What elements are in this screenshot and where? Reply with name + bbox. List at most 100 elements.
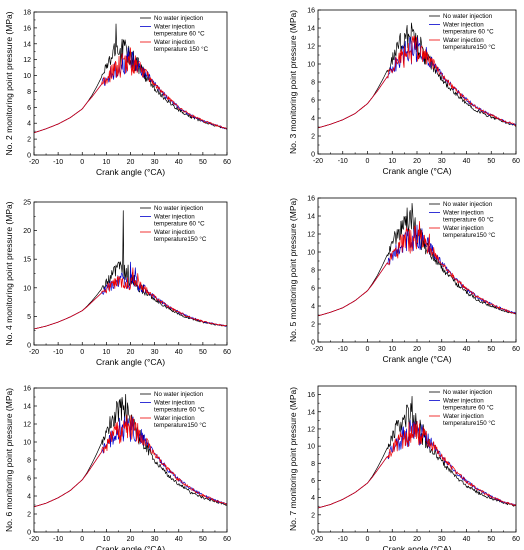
y-tick-label: 10 <box>307 444 315 451</box>
x-tick-label: 50 <box>199 159 207 166</box>
x-tick-label: -20 <box>313 346 323 353</box>
y-tick-label: 10 <box>23 440 31 447</box>
y-tick-label: 6 <box>27 105 31 112</box>
x-axis-title: Crank angle (°CA) <box>382 166 451 176</box>
y-tick-label: 2 <box>311 134 315 141</box>
y-tick-label: 4 <box>311 116 315 123</box>
y-tick-label: 4 <box>27 121 31 128</box>
legend-entry-2: Water injection <box>154 399 195 406</box>
y-tick-label: 4 <box>311 304 315 311</box>
legend-entry-3: temperature 150 °C <box>154 46 209 53</box>
panel-2: -20 -10 0 10 20 30 40 50 60 0 2 4 6 8 10 12 14 16 Crank an… <box>288 8 520 177</box>
x-tick-label: 60 <box>223 159 231 166</box>
x-tick-label: 50 <box>199 349 207 356</box>
y-tick-label: 10 <box>23 285 31 292</box>
x-tick-label: 20 <box>413 536 421 543</box>
y-tick-label: 12 <box>23 422 31 429</box>
y-tick-label: 16 <box>307 196 315 203</box>
x-tick-label: -20 <box>313 536 323 543</box>
y-tick-label: 8 <box>27 458 31 465</box>
x-tick-label: 40 <box>175 536 183 543</box>
x-tick-label: 50 <box>199 536 207 543</box>
series-line-1 <box>318 395 516 509</box>
legend-entry-3: Water injection <box>443 37 484 44</box>
x-tick-label: 0 <box>366 536 370 543</box>
y-tick-label: 16 <box>307 8 315 15</box>
series-line-3 <box>34 414 227 508</box>
panel-3: -20 -10 0 10 20 30 40 50 60 0 5 10 15 20 25 Crank angle… <box>4 200 231 368</box>
legend-entry-1: No water injection <box>443 389 493 396</box>
x-tick-label: 40 <box>463 536 471 543</box>
y-tick-label: 12 <box>307 426 315 433</box>
x-tick-label: 60 <box>512 346 520 353</box>
y-tick-label: 6 <box>311 286 315 293</box>
legend-entry-3: Water injection <box>443 413 484 420</box>
legend-entry-2: temperature 60 °C <box>154 31 205 38</box>
y-axis-title: No. 4 monitoring point pressure (MPa) <box>4 201 14 345</box>
y-tick-label: 6 <box>311 478 315 485</box>
y-tick-label: 0 <box>27 343 31 350</box>
y-tick-label: 4 <box>27 494 31 501</box>
x-tick-label: -10 <box>338 536 348 543</box>
legend-entry-1: No water injection <box>443 201 493 208</box>
y-axis-title: No. 7 monitoring point pressure (MPa) <box>288 387 298 531</box>
x-tick-label: -10 <box>53 159 63 166</box>
y-tick-label: 12 <box>23 57 31 64</box>
y-tick-label: 5 <box>27 314 31 321</box>
series-group <box>318 395 516 509</box>
x-tick-label: 10 <box>388 346 396 353</box>
x-tick-label: 50 <box>487 158 495 165</box>
y-tick-label: 0 <box>311 340 315 347</box>
x-tick-label: 0 <box>366 346 370 353</box>
y-axis-title: No. 6 monitoring point pressure (MPa) <box>4 388 14 532</box>
x-tick-label: 0 <box>366 158 370 165</box>
x-tick-label: 20 <box>127 536 135 543</box>
x-axis-title: Crank angle (°CA) <box>96 357 165 367</box>
series-line-3 <box>34 267 227 330</box>
x-tick-label: 40 <box>463 346 471 353</box>
legend-entry-2: temperature 60 °C <box>443 405 494 412</box>
y-tick-label: 8 <box>27 89 31 96</box>
y-tick-label: 2 <box>27 512 31 519</box>
legend-entry-3: temperature150 °C <box>154 236 207 243</box>
y-tick-label: 10 <box>23 73 31 80</box>
legend-entry-1: No water injection <box>154 205 204 212</box>
legend-entry-3: temperature150 °C <box>443 420 496 427</box>
series-group <box>318 203 516 317</box>
legend-entry-3: temperature150 °C <box>443 44 496 51</box>
y-tick-label: 15 <box>23 257 31 264</box>
x-tick-label: 50 <box>487 536 495 543</box>
y-tick-label: 0 <box>311 530 315 537</box>
x-tick-label: 30 <box>151 536 159 543</box>
series-line-2 <box>34 416 227 508</box>
y-tick-label: 16 <box>23 386 31 393</box>
legend-entry-2: Water injection <box>154 23 195 30</box>
legend-entry-2: Water injection <box>443 21 484 28</box>
panel-4: -20 -10 0 10 20 30 40 50 60 0 2 4 6 8 10 12 14 16 Crank an… <box>288 196 520 365</box>
y-tick-label: 8 <box>311 461 315 468</box>
x-tick-label: 20 <box>127 159 135 166</box>
legend-entry-2: temperature 60 °C <box>443 217 494 224</box>
x-tick-label: 30 <box>151 349 159 356</box>
series-group <box>34 23 227 134</box>
y-tick-label: 14 <box>23 41 31 48</box>
y-tick-label: 0 <box>27 153 31 160</box>
x-tick-label: -20 <box>313 158 323 165</box>
legend-entry-2: temperature 60 °C <box>154 407 205 414</box>
y-tick-label: 20 <box>23 228 31 235</box>
y-axis-title: No. 3 monitoring point pressure (MPa) <box>288 10 298 154</box>
y-tick-label: 4 <box>311 495 315 502</box>
x-tick-label: -20 <box>29 349 39 356</box>
series-line-1 <box>34 23 227 134</box>
legend-entry-2: temperature 60 °C <box>154 221 205 228</box>
x-tick-label: 30 <box>438 158 446 165</box>
x-tick-label: 40 <box>463 158 471 165</box>
legend-entry-2: temperature 60 °C <box>443 29 494 36</box>
legend-entry-3: temperature150 °C <box>154 422 207 429</box>
x-tick-label: 10 <box>388 536 396 543</box>
y-tick-label: 10 <box>307 250 315 257</box>
